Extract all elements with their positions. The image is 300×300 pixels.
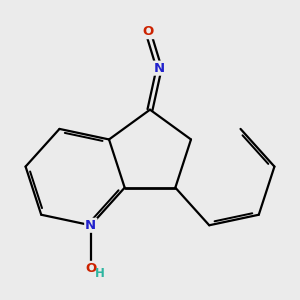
Text: N: N <box>85 219 96 232</box>
Text: N: N <box>154 61 165 75</box>
Text: O: O <box>85 262 96 275</box>
Text: O: O <box>142 25 154 38</box>
Text: H: H <box>95 267 105 280</box>
